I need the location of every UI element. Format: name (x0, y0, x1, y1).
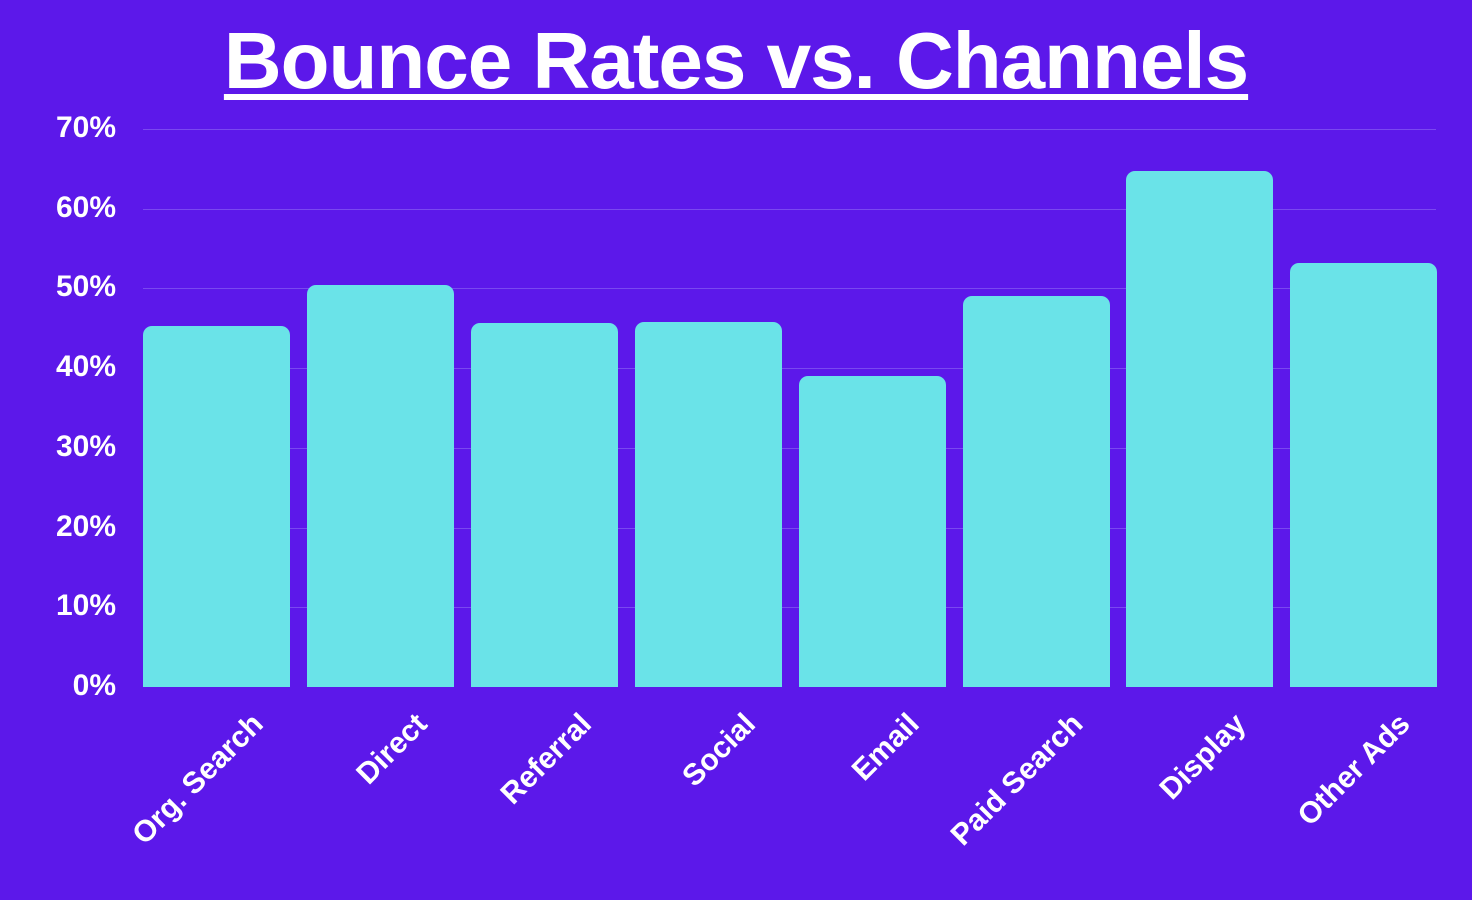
bar-org-search (143, 326, 290, 687)
gridline (143, 368, 1436, 369)
x-tick-label: Direct (349, 707, 434, 791)
y-tick-label: 50% (55, 270, 116, 303)
gridline (143, 448, 1436, 449)
bar-direct (307, 285, 454, 687)
y-tick-label: 70% (55, 111, 116, 144)
x-tick-label: Org. Search (125, 707, 270, 851)
bar-paid-search (963, 296, 1110, 687)
x-tick-label: Display (1153, 707, 1252, 807)
bar-other-ads (1290, 263, 1437, 687)
x-tick-label: Paid Search (944, 707, 1089, 853)
y-tick-label: 10% (55, 589, 116, 622)
gridline (143, 528, 1436, 529)
bar-social (635, 322, 782, 687)
chart-title: Bounce Rates vs. Channels (0, 16, 1472, 106)
bar-email (799, 376, 946, 687)
chart-title-text: Bounce Rates vs. Channels (223, 16, 1249, 105)
y-tick-label: 40% (55, 350, 116, 383)
y-tick-label: 30% (55, 430, 116, 463)
gridline (143, 129, 1436, 130)
bar-referral (471, 323, 618, 687)
x-tick-label: Email (845, 707, 926, 788)
y-tick-label: 20% (55, 510, 116, 543)
gridline (143, 607, 1436, 608)
x-tick-label: Other Ads (1290, 707, 1417, 833)
y-tick-label: 0% (72, 669, 116, 702)
bar-display (1126, 171, 1273, 687)
x-tick-label: Social (675, 707, 762, 794)
gridline (143, 288, 1436, 289)
x-tick-label: Referral (494, 707, 598, 811)
gridline (143, 209, 1436, 210)
y-tick-label: 60% (55, 191, 116, 224)
